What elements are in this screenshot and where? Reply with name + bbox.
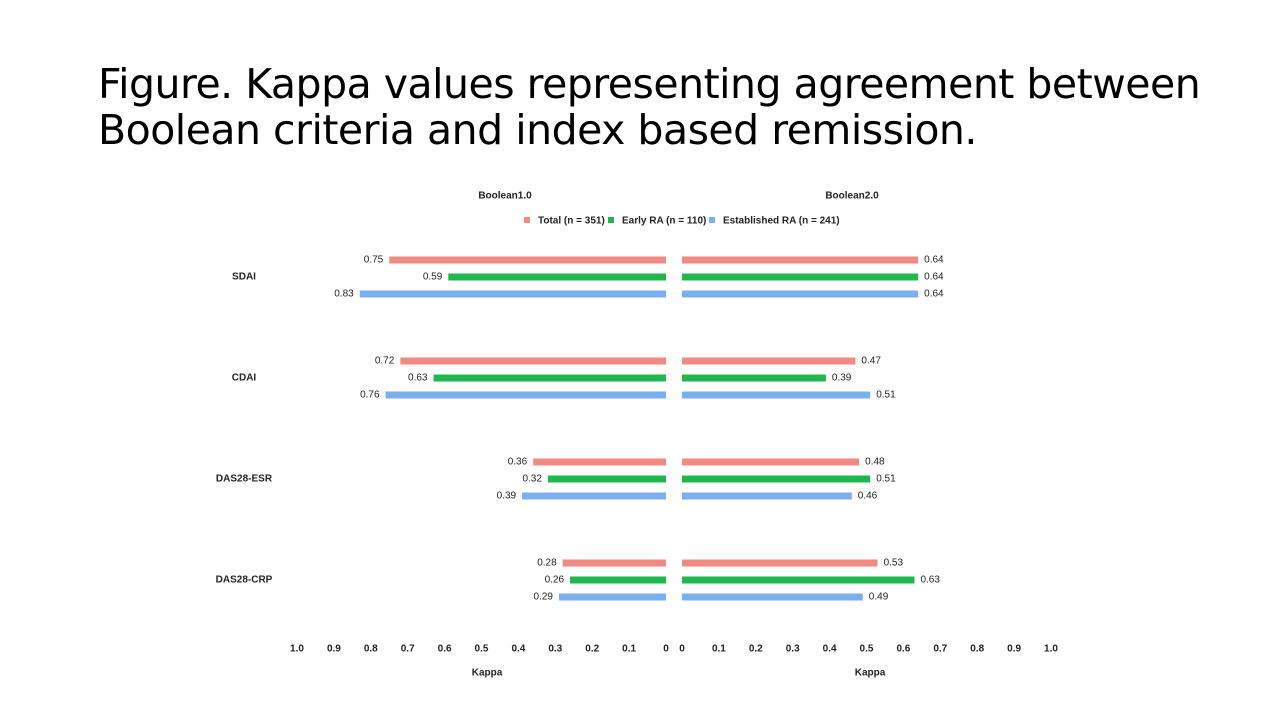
value-label: 0.75 [364,255,384,266]
value-label: 0.49 [869,592,889,603]
bar [547,475,666,483]
bar [682,593,863,601]
category-label: SDAI [232,272,256,283]
panel-title: Boolean1.0 [478,191,532,202]
bar [533,458,666,466]
x-tick-label: 0.9 [1007,644,1021,655]
bar [682,391,871,399]
value-label: 0.29 [534,592,554,603]
x-tick-label: 1.0 [290,644,304,655]
bar [385,391,666,399]
x-tick-label: 0.9 [327,644,341,655]
value-label: 0.32 [522,474,542,485]
slide-title-line: Figure. Kappa values representing agreem… [98,60,1201,108]
bar [682,290,919,298]
value-label: 0.64 [924,272,944,283]
x-tick-label: 0.2 [585,644,599,655]
x-tick-label: 0.1 [622,644,636,655]
category-label: DAS28-CRP [216,575,273,586]
value-label: 0.59 [423,272,443,283]
x-tick-label: 0.5 [475,644,489,655]
x-tick-label: 0.7 [401,644,415,655]
value-label: 0.48 [865,457,885,468]
bar [682,492,852,500]
bar [682,559,878,567]
bar [389,256,666,264]
value-label: 0.39 [497,491,517,502]
value-label: 0.63 [920,575,940,586]
x-tick-label: 0.8 [970,644,984,655]
legend-label: Total (n = 351) [538,216,605,227]
value-label: 0.51 [876,390,896,401]
bar [448,273,666,281]
bar [682,256,919,264]
x-tick-label: 0.3 [548,644,562,655]
legend-swatch [524,217,530,223]
x-tick-label: 0.4 [511,644,525,655]
bar [359,290,666,298]
bar [682,374,826,382]
x-tick-label: 1.0 [1044,644,1058,655]
x-tick-label: 0 [663,644,669,655]
value-label: 0.53 [884,558,904,569]
value-label: 0.72 [375,356,395,367]
value-label: 0.51 [876,474,896,485]
x-tick-label: 0.3 [786,644,800,655]
value-label: 0.26 [545,575,565,586]
value-label: 0.64 [924,255,944,266]
value-label: 0.28 [537,558,557,569]
x-tick-label: 0.4 [823,644,837,655]
value-label: 0.36 [508,457,528,468]
bar [682,475,871,483]
bar [400,357,666,365]
x-axis-label: Kappa [855,668,886,679]
x-tick-label: 0.5 [860,644,874,655]
bar [682,458,860,466]
bar [558,593,666,601]
value-label: 0.47 [861,356,881,367]
bar [570,576,666,584]
legend-swatch [709,217,715,223]
panel-title: Boolean2.0 [825,191,879,202]
category-label: DAS28-ESR [216,474,273,485]
x-tick-label: 0 [679,644,685,655]
value-label: 0.39 [832,373,852,384]
value-label: 0.63 [408,373,428,384]
x-tick-label: 0.2 [749,644,763,655]
x-tick-label: 0.7 [933,644,947,655]
value-label: 0.46 [858,491,878,502]
x-axis-label: Kappa [472,668,503,679]
value-label: 0.83 [334,289,354,300]
category-label: CDAI [232,373,257,384]
bar [682,576,915,584]
bar [682,357,856,365]
bar [433,374,666,382]
value-label: 0.76 [360,390,380,401]
bar [522,492,666,500]
bar [562,559,666,567]
x-tick-label: 0.1 [712,644,726,655]
legend-label: Established RA (n = 241) [723,216,840,227]
value-label: 0.64 [924,289,944,300]
x-tick-label: 0.8 [364,644,378,655]
slide-title-line: Boolean criteria and index based remissi… [98,106,977,154]
legend-label: Early RA (n = 110) [622,216,706,227]
x-tick-label: 0.6 [896,644,910,655]
bar [682,273,919,281]
legend-swatch [608,217,614,223]
x-tick-label: 0.6 [438,644,452,655]
